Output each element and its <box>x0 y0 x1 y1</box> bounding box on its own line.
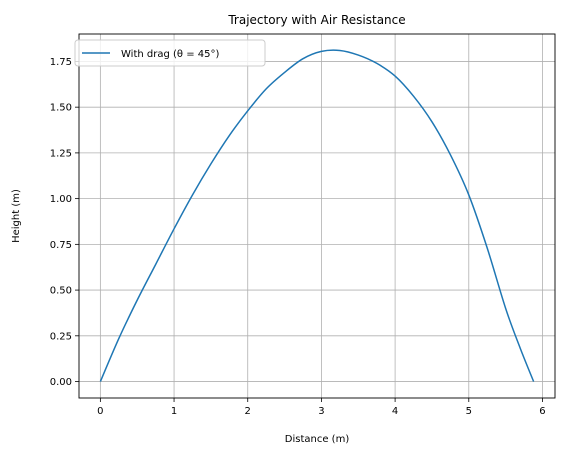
x-tick-label: 2 <box>245 406 251 417</box>
y-tick-label: 1.50 <box>50 103 72 114</box>
y-tick-label: 0.50 <box>50 286 72 297</box>
x-ticks: 0 1 2 3 4 5 6 <box>97 398 546 417</box>
y-tick-label: 1.25 <box>50 148 72 159</box>
legend-label: With drag (θ = 45°) <box>121 49 219 60</box>
x-tick-label: 5 <box>466 406 472 417</box>
x-tick-label: 1 <box>171 406 177 417</box>
x-tick-label: 3 <box>318 406 324 417</box>
y-tick-label: 1.75 <box>50 57 72 68</box>
y-tick-label: 1.00 <box>50 194 72 205</box>
x-tick-label: 4 <box>392 406 398 417</box>
legend: With drag (θ = 45°) <box>74 39 266 67</box>
y-tick-label: 0.75 <box>50 240 72 251</box>
y-tick-label: 0.00 <box>50 377 72 388</box>
grid <box>79 34 555 398</box>
series-group <box>99 49 535 382</box>
x-axis-label: Distance (m) <box>285 434 350 445</box>
chart-title: Trajectory with Air Resistance <box>227 13 405 27</box>
x-tick-label: 0 <box>97 406 103 417</box>
y-ticks: 0.00 0.25 0.50 0.75 1.00 1.25 1.50 1.75 <box>50 57 79 388</box>
y-axis-label: Height (m) <box>11 189 22 243</box>
x-tick-label: 6 <box>539 406 545 417</box>
series-line-0 <box>99 49 535 382</box>
y-tick-label: 0.25 <box>50 331 72 342</box>
plot-frame <box>78 33 556 399</box>
legend-box <box>74 39 266 67</box>
